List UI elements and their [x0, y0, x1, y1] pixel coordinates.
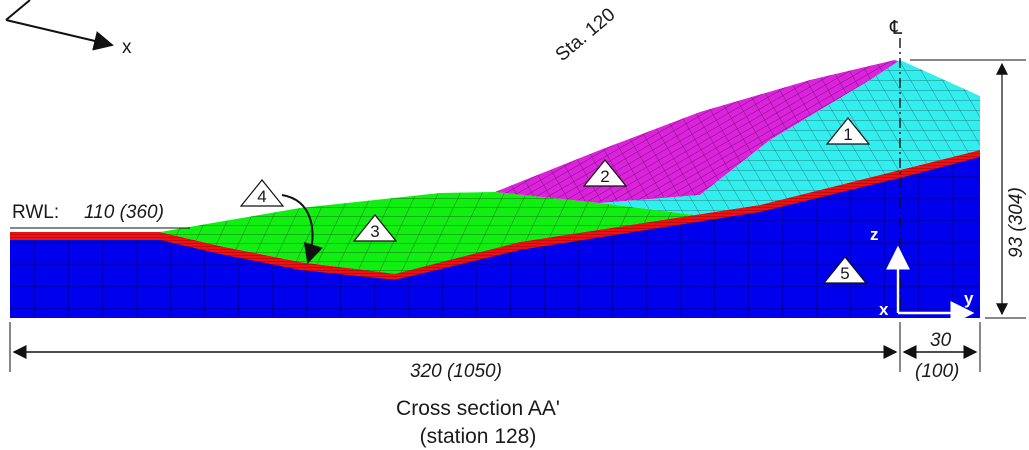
caption-title: Cross section AA'	[396, 397, 560, 420]
centerline-symbol: ℄	[889, 18, 903, 39]
width-dimension-main-label: 320 (1050)	[410, 361, 502, 382]
height-dimension-label: 93 (304)	[1006, 187, 1027, 258]
local-axes: z y x	[870, 225, 975, 325]
axis-z-label: z	[870, 225, 879, 244]
rwl-value: 110 (360)	[84, 202, 164, 223]
height-dimension: 93 (304)	[910, 59, 1027, 319]
zone-4-number: 4	[257, 187, 266, 206]
top-axis-x-label: x	[122, 37, 132, 58]
width-dimension-right-bottom: (100)	[915, 361, 959, 382]
width-dimension-right-top: 30	[930, 330, 952, 351]
rwl-prefix: RWL:	[12, 202, 59, 223]
zone-marker-5: 5	[822, 256, 868, 284]
caption-subtitle: (station 128)	[420, 425, 537, 448]
zone-marker-2: 2	[582, 159, 628, 187]
axis-y-label: y	[964, 289, 974, 308]
zone-marker-4: 4	[239, 179, 323, 264]
zone-marker-3: 3	[352, 214, 398, 242]
zone-5-number: 5	[840, 264, 849, 283]
axis-x-label: x	[879, 300, 889, 319]
centerline: ℄	[889, 18, 903, 318]
top-left-axis: x	[5, 0, 132, 58]
rwl-annotation: RWL: 110 (360)	[10, 202, 190, 229]
zone-2-number: 2	[600, 167, 609, 186]
width-dimension: 320 (1050) 30 (100)	[9, 322, 981, 382]
zone-marker-1: 1	[825, 117, 871, 145]
zone-1-number: 1	[843, 125, 852, 144]
zone-3-number: 3	[370, 222, 379, 241]
station-label: Sta. 120	[552, 4, 620, 66]
